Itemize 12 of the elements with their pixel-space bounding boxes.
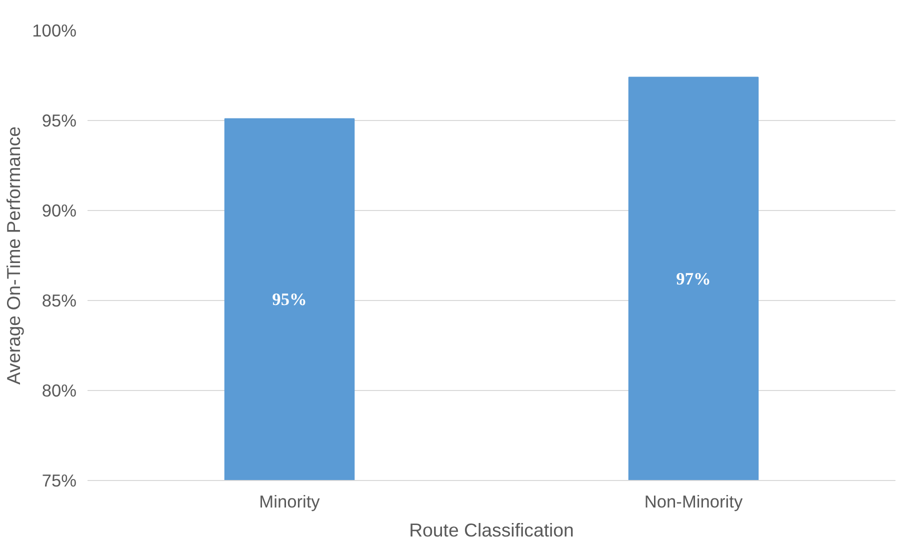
- x-tick-label: Non-Minority: [644, 492, 743, 512]
- y-tick-label: 85%: [42, 290, 77, 310]
- x-axis-title: Route Classification: [409, 520, 574, 540]
- x-tick-label: Minority: [259, 492, 320, 512]
- data-label: 97%: [676, 269, 711, 288]
- y-tick-label: 90%: [42, 200, 77, 220]
- y-tick-label: 95%: [42, 110, 77, 130]
- y-tick-label: 80%: [42, 380, 77, 400]
- y-tick-label: 75%: [42, 470, 77, 490]
- y-tick-label: 100%: [32, 20, 77, 40]
- data-label: 95%: [272, 290, 307, 310]
- y-axis-title: Average On-Time Performance: [3, 126, 24, 385]
